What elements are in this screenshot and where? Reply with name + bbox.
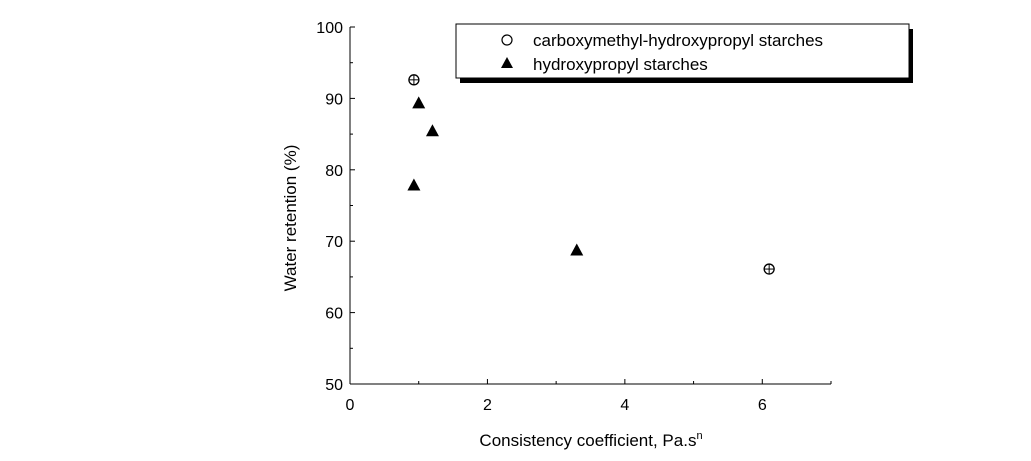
legend-label-hydroxypropyl: hydroxypropyl starches (533, 55, 708, 74)
point-hydroxypropyl (407, 178, 421, 191)
y-tick-label: 80 (325, 163, 343, 180)
y-tick-label: 60 (325, 306, 343, 323)
y-axis-label: Water retention (%) (281, 145, 300, 292)
legend-triangle-icon (501, 57, 513, 68)
point-carboxymethyl (408, 74, 420, 86)
x-axis-label-superscript: n (696, 430, 702, 442)
legend-circle-icon (501, 34, 513, 46)
legend-label-carboxymethyl: carboxymethyl-hydroxypropyl starches (533, 31, 823, 50)
x-axis-label: Consistency coefficient, Pa.sn (479, 430, 702, 450)
y-tick-label: 50 (325, 377, 343, 394)
x-tick-label: 6 (758, 397, 767, 414)
x-axis-label-text: Consistency coefficient, Pa.s (479, 431, 696, 450)
x-ticks: 0 2 4 6 (346, 379, 832, 414)
point-hydroxypropyl (412, 96, 426, 109)
y-tick-label: 70 (325, 234, 343, 251)
x-tick-label: 4 (620, 397, 629, 414)
point-carboxymethyl (763, 263, 775, 275)
legend: carboxymethyl-hydroxypropyl starches hyd… (455, 23, 913, 83)
point-hydroxypropyl (425, 124, 439, 137)
x-tick-label: 0 (346, 397, 355, 414)
x-tick-label: 2 (483, 397, 492, 414)
data-points (407, 74, 775, 275)
y-tick-label: 90 (325, 91, 343, 108)
point-hydroxypropyl (570, 243, 584, 256)
legend-box (455, 23, 910, 79)
y-ticks: 50 60 70 80 90 100 (316, 20, 355, 394)
y-tick-label: 100 (316, 20, 343, 37)
